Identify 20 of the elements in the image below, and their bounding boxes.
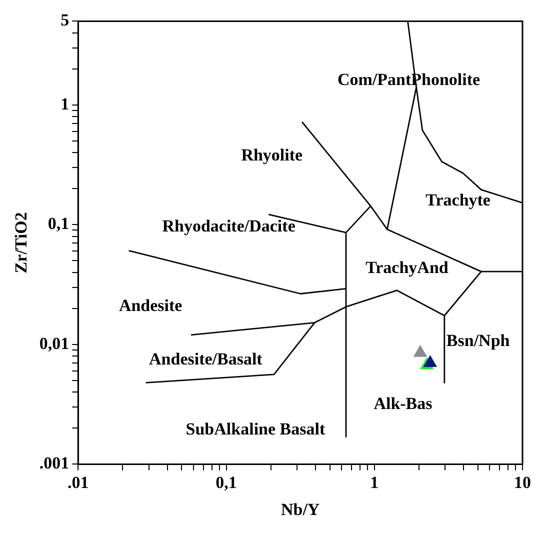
y-tick-label: 0,1 — [48, 214, 70, 234]
annotation: SubAlkaline Basalt — [186, 419, 326, 438]
y-tick-label: 1 — [60, 94, 70, 114]
y-tick-label: .001 — [39, 454, 70, 473]
annotation: Alk-Bas — [374, 394, 433, 413]
y-tick-label: 0,01 — [39, 334, 70, 353]
annotation: Rhyodacite/Dacite — [162, 216, 296, 236]
annotation: Rhyolite — [241, 146, 304, 165]
annotation: Andesite/Basalt — [149, 349, 263, 368]
x-tick-label: 0,1 — [216, 472, 237, 492]
x-axis-title: Nb/Y — [280, 500, 320, 520]
annotation: Bsn/Nph — [446, 330, 510, 350]
x-tick-label: 1 — [370, 472, 379, 492]
x-tick-label: .01 — [68, 472, 89, 492]
x-tick-label: 10 — [514, 472, 531, 492]
y-tick-label: 5 — [60, 10, 70, 30]
annotation: TrachyAnd — [366, 258, 449, 277]
annotation: Andesite — [118, 296, 183, 315]
annotation: Trachyte — [426, 190, 491, 210]
y-axis-title: Zr/TiO2 — [12, 212, 31, 274]
